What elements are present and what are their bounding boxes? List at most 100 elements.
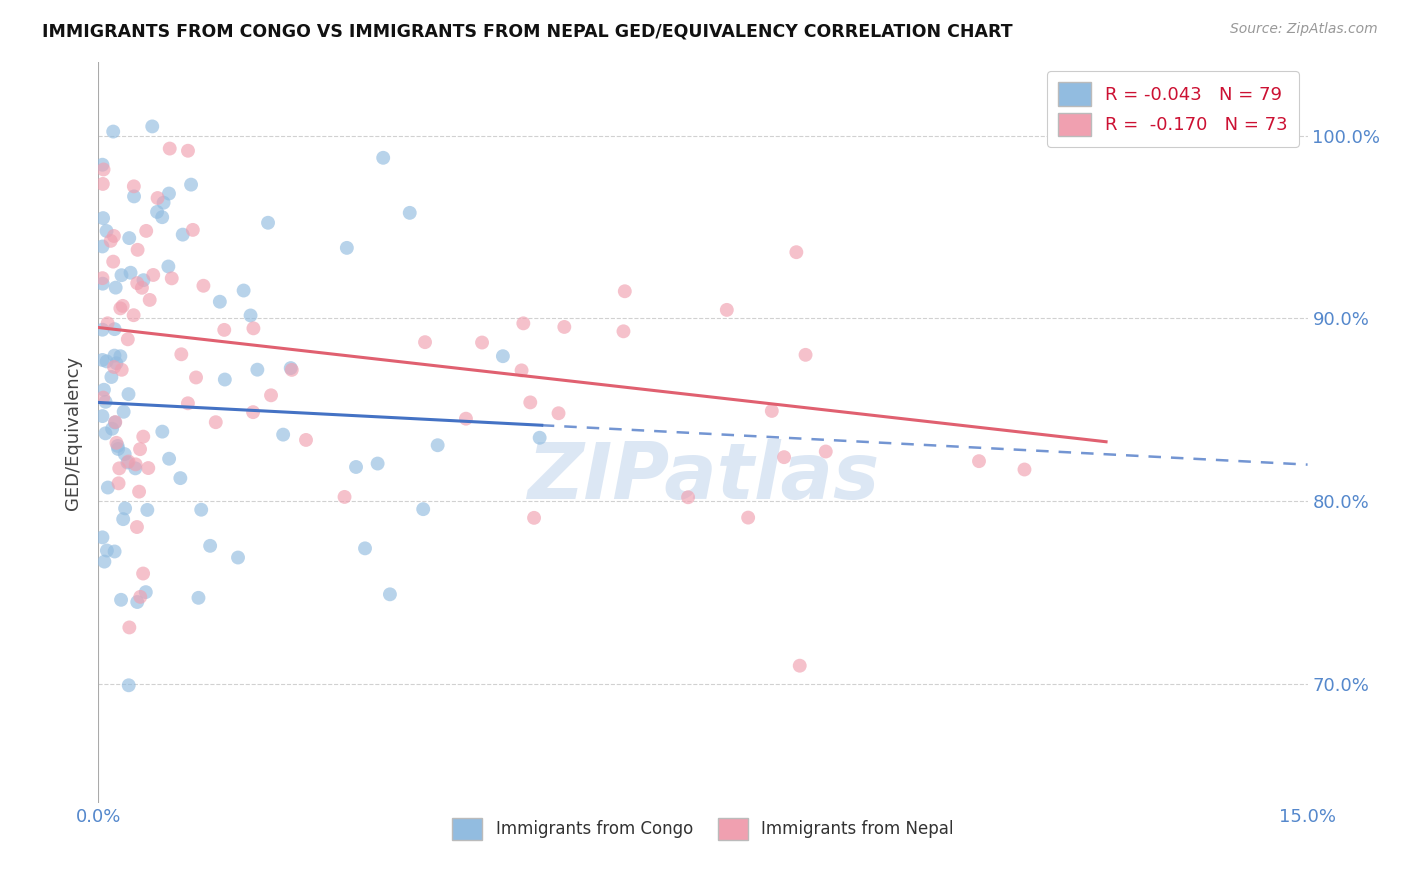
Point <box>117 454 139 468</box>
Point <box>136 461 159 475</box>
Point <box>110 268 132 283</box>
Point <box>103 229 125 244</box>
Point <box>214 372 236 386</box>
Point <box>157 451 180 466</box>
Point <box>529 431 551 445</box>
Point <box>295 433 318 447</box>
Point <box>122 308 145 322</box>
Point <box>180 178 202 192</box>
Point <box>91 211 114 225</box>
Point <box>613 285 636 299</box>
Point <box>110 301 132 316</box>
Point <box>132 429 155 443</box>
Point <box>141 120 163 134</box>
Point <box>454 411 477 425</box>
Point <box>354 541 377 556</box>
Point <box>512 316 534 330</box>
Point <box>281 363 304 377</box>
Point <box>413 335 436 350</box>
Point <box>184 370 207 384</box>
Point <box>136 503 159 517</box>
Point <box>169 471 191 485</box>
Point <box>773 450 796 465</box>
Point <box>97 481 120 495</box>
Point <box>97 316 120 330</box>
Point <box>103 124 125 138</box>
Point <box>91 409 114 423</box>
Point <box>127 595 149 609</box>
Point <box>91 323 114 337</box>
Point <box>181 223 204 237</box>
Point <box>93 383 115 397</box>
Point <box>378 587 401 601</box>
Point <box>135 585 157 599</box>
Point <box>124 461 146 475</box>
Point <box>150 425 173 439</box>
Point <box>553 320 575 334</box>
Point <box>152 195 174 210</box>
Point <box>138 293 160 307</box>
Point <box>129 442 152 457</box>
Point <box>157 186 180 201</box>
Point <box>239 309 262 323</box>
Point <box>612 324 634 338</box>
Text: ZIPatlas: ZIPatlas <box>527 439 879 515</box>
Point <box>107 476 129 491</box>
Point <box>146 191 169 205</box>
Point <box>122 189 145 203</box>
Point <box>91 271 114 285</box>
Point <box>129 590 152 604</box>
Point <box>398 206 420 220</box>
Point <box>103 349 125 363</box>
Point <box>471 335 494 350</box>
Point <box>96 543 118 558</box>
Point <box>114 447 136 461</box>
Point <box>333 490 356 504</box>
Point <box>716 302 738 317</box>
Point <box>208 294 231 309</box>
Point <box>132 273 155 287</box>
Point <box>367 457 389 471</box>
Point <box>120 266 142 280</box>
Point <box>271 427 294 442</box>
Point <box>91 158 114 172</box>
Point <box>104 415 127 429</box>
Point <box>94 426 117 441</box>
Point <box>91 530 114 544</box>
Point <box>105 435 128 450</box>
Point <box>111 363 134 377</box>
Point <box>132 566 155 581</box>
Legend: Immigrants from Congo, Immigrants from Nepal: Immigrants from Congo, Immigrants from N… <box>446 812 960 847</box>
Point <box>104 280 127 294</box>
Point <box>103 322 125 336</box>
Point <box>91 239 114 253</box>
Point <box>100 370 122 384</box>
Point <box>105 356 128 370</box>
Point <box>146 205 169 219</box>
Point <box>104 416 127 430</box>
Point <box>112 405 135 419</box>
Point <box>107 442 129 456</box>
Point <box>737 510 759 524</box>
Point <box>114 501 136 516</box>
Point <box>172 227 194 242</box>
Point <box>110 592 132 607</box>
Point <box>108 461 131 475</box>
Point <box>177 396 200 410</box>
Point <box>232 284 254 298</box>
Point <box>789 658 811 673</box>
Point <box>91 277 114 291</box>
Point <box>510 363 533 377</box>
Point <box>426 438 449 452</box>
Point <box>794 348 817 362</box>
Point <box>122 179 145 194</box>
Point <box>242 405 264 419</box>
Point <box>157 260 180 274</box>
Point <box>160 271 183 285</box>
Point <box>124 458 146 472</box>
Point <box>100 234 122 248</box>
Point <box>373 151 395 165</box>
Point <box>104 544 127 558</box>
Point <box>118 620 141 634</box>
Point <box>242 321 264 335</box>
